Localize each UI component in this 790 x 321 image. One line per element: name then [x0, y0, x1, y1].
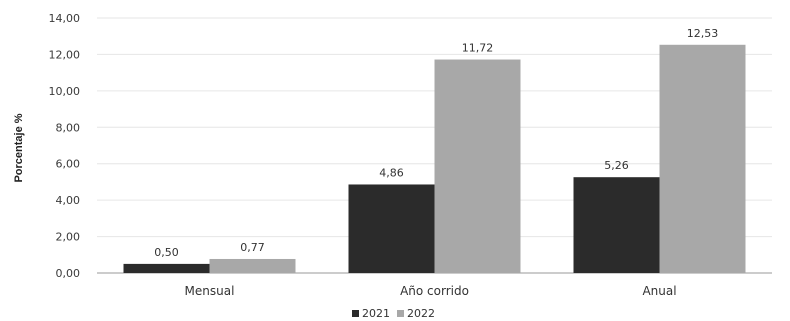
- data-label: 12,53: [687, 27, 719, 40]
- legend-swatch-2021: [352, 310, 359, 317]
- bar-2022: [209, 258, 296, 273]
- legend: 2021 2022: [352, 307, 435, 320]
- data-label: 11,72: [462, 42, 494, 55]
- bar-2022: [434, 59, 521, 274]
- y-tick-label: 2,00: [56, 231, 81, 244]
- y-tick-label: 4,00: [56, 194, 81, 207]
- bars-layer: [123, 44, 746, 274]
- x-category-label: Mensual: [185, 284, 235, 298]
- y-tick-label: 10,00: [49, 85, 81, 98]
- y-tick-label: 12,00: [49, 48, 81, 61]
- legend-swatch-2022: [397, 310, 404, 317]
- x-category-label: Año corrido: [400, 284, 469, 298]
- y-axis-ticks: 0,00 2,00 4,00 6,00 8,00 10,00 12,00 14,00: [49, 12, 81, 280]
- bar-2022: [659, 44, 746, 274]
- data-labels-layer: 0,50 0,77 4,86 11,72 5,26 12,53: [154, 27, 718, 259]
- x-category-label: Anual: [642, 284, 676, 298]
- y-tick-label: 6,00: [56, 158, 81, 171]
- bar-2021: [123, 263, 210, 273]
- legend-label-2021: 2021: [362, 307, 390, 320]
- y-axis-label: Porcentaje %: [13, 113, 25, 182]
- data-label: 5,26: [604, 159, 629, 172]
- y-tick-label: 14,00: [49, 12, 81, 25]
- bar-2021: [348, 184, 435, 273]
- bar-2021: [573, 177, 660, 273]
- y-tick-label: 8,00: [56, 121, 81, 134]
- data-label: 0,50: [154, 246, 179, 259]
- x-axis-categories: Mensual Año corrido Anual: [185, 284, 677, 298]
- y-tick-label: 0,00: [56, 267, 81, 280]
- legend-label-2022: 2022: [407, 307, 435, 320]
- data-label: 0,77: [240, 241, 265, 254]
- data-label: 4,86: [379, 166, 404, 179]
